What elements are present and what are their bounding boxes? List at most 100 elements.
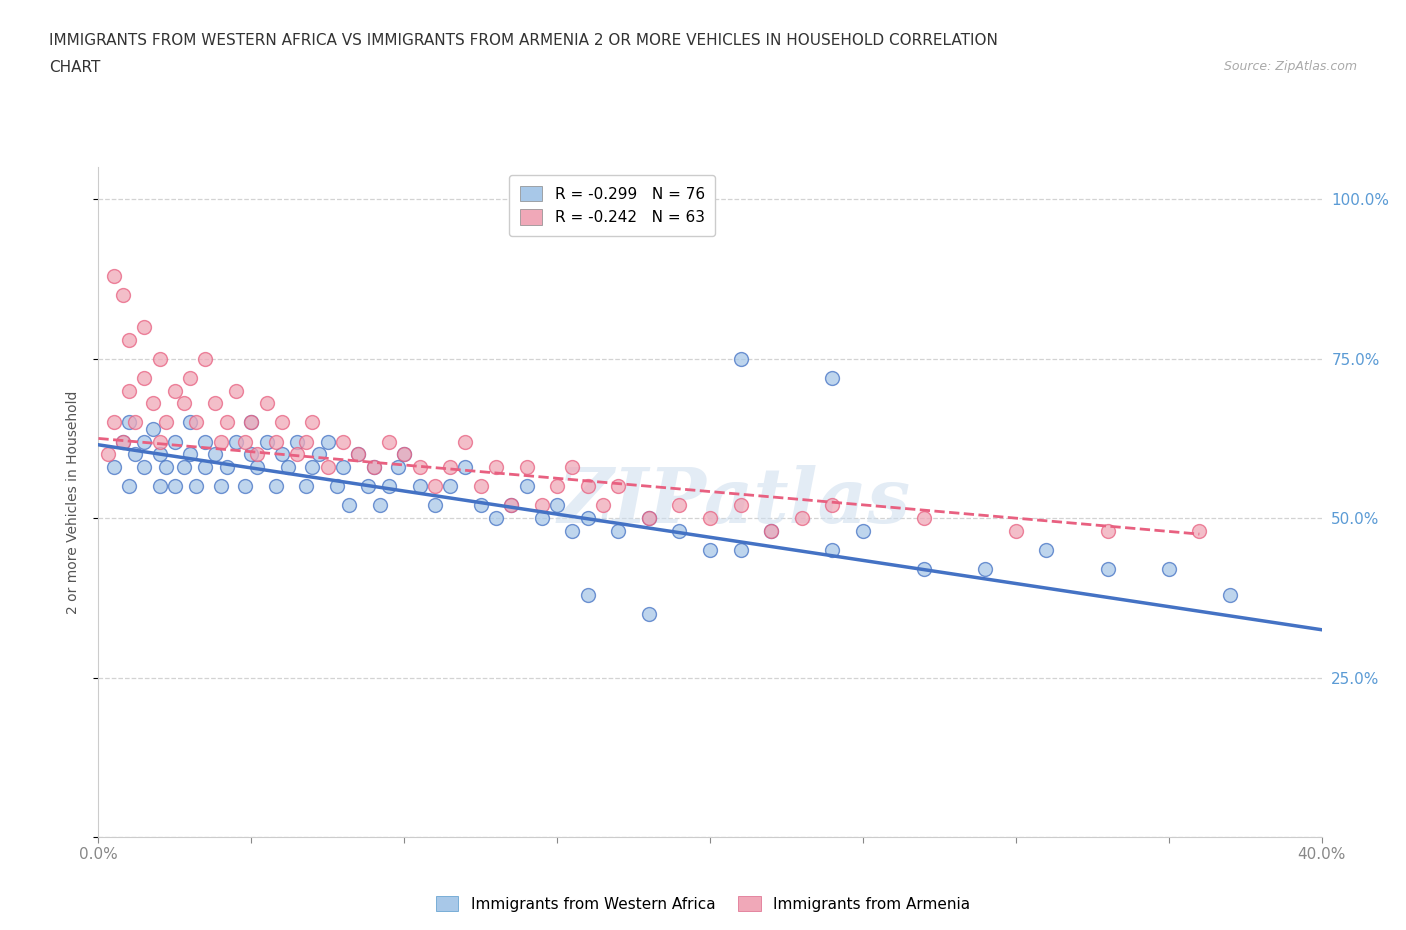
Point	[347, 447, 370, 462]
Point	[295, 479, 318, 494]
Point	[637, 511, 661, 525]
Point	[316, 434, 339, 449]
Point	[233, 479, 256, 494]
Point	[485, 511, 508, 525]
Point	[308, 447, 330, 462]
Point	[516, 479, 538, 494]
Point	[607, 479, 630, 494]
Point	[233, 434, 256, 449]
Point	[326, 479, 349, 494]
Point	[730, 352, 752, 366]
Point	[974, 562, 997, 577]
Point	[454, 459, 477, 474]
Point	[561, 459, 583, 474]
Point	[270, 447, 292, 462]
Point	[204, 447, 226, 462]
Point	[215, 415, 238, 430]
Point	[118, 479, 141, 494]
Point	[256, 434, 278, 449]
Point	[134, 319, 156, 334]
Point	[668, 498, 690, 512]
Point	[103, 415, 125, 430]
Point	[316, 459, 339, 474]
Point	[246, 459, 269, 474]
Point	[1004, 524, 1026, 538]
Point	[194, 434, 217, 449]
Point	[1035, 542, 1057, 557]
Point	[1188, 524, 1211, 538]
Point	[439, 459, 461, 474]
Point	[530, 498, 553, 512]
Point	[209, 479, 232, 494]
Point	[142, 421, 165, 436]
Point	[378, 434, 401, 449]
Point	[155, 459, 177, 474]
Point	[97, 447, 120, 462]
Point	[134, 459, 156, 474]
Point	[470, 479, 492, 494]
Point	[356, 479, 378, 494]
Point	[186, 479, 208, 494]
Point	[155, 415, 177, 430]
Point	[423, 498, 446, 512]
Point	[118, 332, 141, 347]
Point	[149, 434, 172, 449]
Point	[546, 479, 568, 494]
Point	[301, 415, 323, 430]
Point	[1097, 562, 1119, 577]
Point	[821, 370, 844, 385]
Point	[668, 524, 690, 538]
Point	[730, 498, 752, 512]
Point	[576, 479, 599, 494]
Point	[118, 415, 141, 430]
Point	[821, 498, 844, 512]
Point	[124, 415, 146, 430]
Point	[576, 587, 599, 602]
Text: ZIPatlas: ZIPatlas	[558, 465, 911, 539]
Point	[240, 415, 263, 430]
Point	[111, 434, 134, 449]
Point	[149, 447, 172, 462]
Point	[699, 511, 721, 525]
Point	[699, 542, 721, 557]
Point	[111, 287, 134, 302]
Point	[264, 479, 287, 494]
Point	[270, 415, 292, 430]
Point	[378, 479, 401, 494]
Point	[501, 498, 523, 512]
Point	[516, 459, 538, 474]
Point	[821, 542, 844, 557]
Point	[277, 459, 299, 474]
Point	[194, 352, 217, 366]
Point	[501, 498, 523, 512]
Text: Source: ZipAtlas.com: Source: ZipAtlas.com	[1223, 60, 1357, 73]
Point	[852, 524, 875, 538]
Point	[408, 479, 430, 494]
Point	[225, 383, 247, 398]
Point	[285, 447, 308, 462]
Point	[295, 434, 318, 449]
Point	[363, 459, 385, 474]
Point	[392, 447, 416, 462]
Point	[1219, 587, 1241, 602]
Point	[530, 511, 553, 525]
Point	[149, 352, 172, 366]
Point	[363, 459, 385, 474]
Point	[194, 459, 217, 474]
Point	[637, 511, 661, 525]
Point	[637, 606, 661, 621]
Point	[215, 459, 238, 474]
Point	[103, 459, 125, 474]
Point	[142, 396, 165, 411]
Point	[337, 498, 360, 512]
Point	[912, 562, 935, 577]
Text: IMMIGRANTS FROM WESTERN AFRICA VS IMMIGRANTS FROM ARMENIA 2 OR MORE VEHICLES IN : IMMIGRANTS FROM WESTERN AFRICA VS IMMIGR…	[49, 33, 998, 47]
Point	[204, 396, 226, 411]
Legend: Immigrants from Western Africa, Immigrants from Armenia: Immigrants from Western Africa, Immigran…	[429, 889, 977, 918]
Point	[186, 415, 208, 430]
Point	[576, 511, 599, 525]
Point	[470, 498, 492, 512]
Point	[264, 434, 287, 449]
Point	[454, 434, 477, 449]
Point	[179, 447, 201, 462]
